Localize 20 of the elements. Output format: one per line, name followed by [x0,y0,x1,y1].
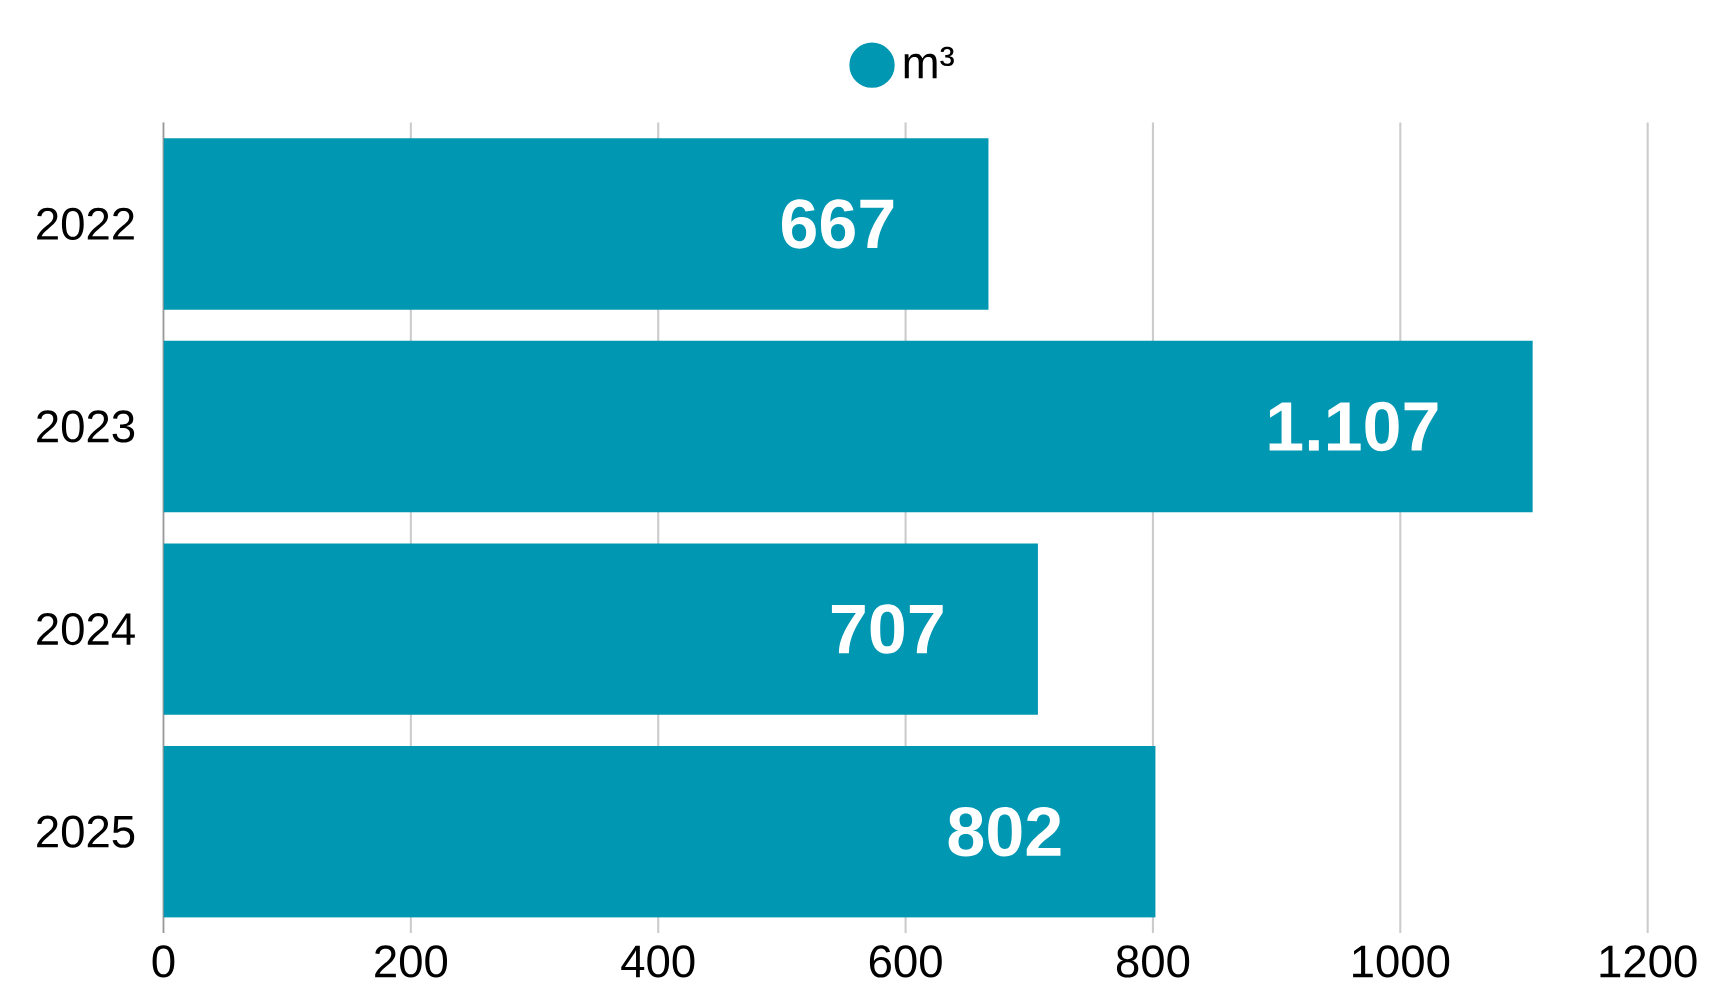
x-tick-label: 200 [375,945,448,978]
data-label: 802 [948,807,1061,857]
y-tick-label: 2022 [37,207,134,241]
data-label: 1.107 [1269,401,1438,452]
x-tick-label: 1200 [1600,945,1697,978]
data-label: 667 [782,199,894,249]
x-tick-label: 800 [1116,945,1190,978]
bar [163,138,989,310]
x-tick-label: 400 [621,945,695,978]
legend-label: m³ [904,46,954,79]
y-tick-label: 2023 [37,410,135,443]
bar [163,543,1038,715]
y-tick-label: 2024 [37,613,135,646]
bar [163,746,1156,918]
x-tick-label: 600 [869,945,942,978]
x-tick-label: 0 [152,945,175,978]
bar [163,340,1533,513]
x-tick-label: 1000 [1353,945,1450,978]
y-tick-label: 2025 [37,815,135,848]
data-label: 707 [831,604,943,654]
